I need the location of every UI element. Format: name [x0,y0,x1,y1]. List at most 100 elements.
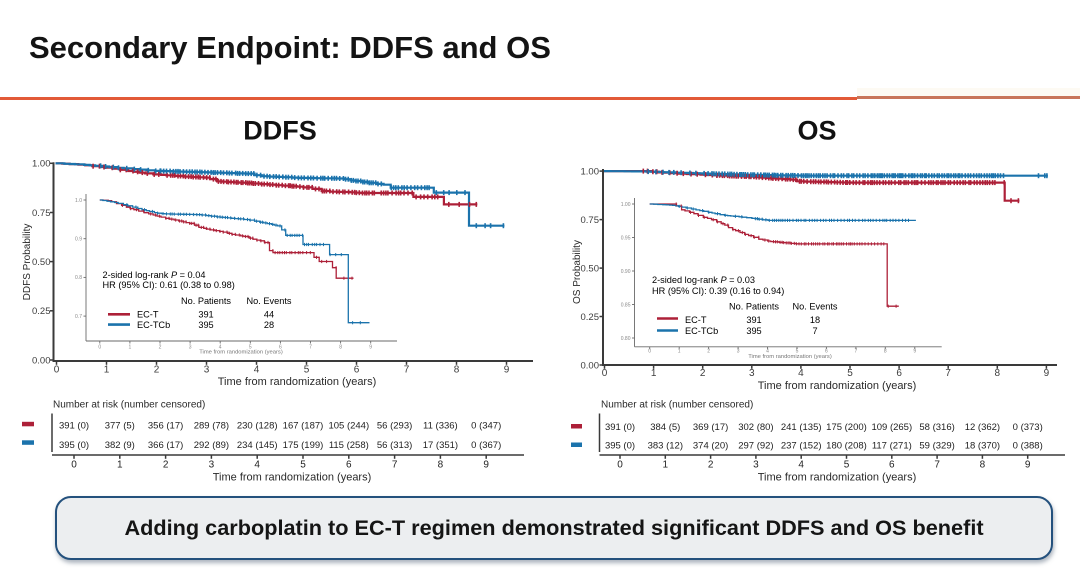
svg-text:8: 8 [339,344,342,350]
svg-text:No. Patients: No. Patients [181,296,231,306]
svg-text:8: 8 [980,460,986,471]
svg-text:391: 391 [198,310,213,320]
svg-text:7: 7 [392,460,398,471]
svg-text:2: 2 [159,344,162,350]
svg-text:2: 2 [700,368,706,379]
svg-text:0.80: 0.80 [621,336,631,342]
svg-text:44: 44 [264,310,274,320]
svg-text:356 (17): 356 (17) [148,420,183,431]
svg-text:No. Patients: No. Patients [729,302,779,312]
svg-text:8: 8 [884,349,887,355]
svg-text:4: 4 [798,368,804,379]
svg-text:377 (5): 377 (5) [105,420,135,431]
svg-text:366 (17): 366 (17) [148,440,183,451]
svg-text:EC-TCb: EC-TCb [137,320,170,330]
svg-text:391 (0): 391 (0) [59,420,89,431]
svg-text:109 (265): 109 (265) [871,422,912,433]
svg-text:No. Events: No. Events [247,296,292,306]
svg-text:5: 5 [847,368,853,379]
svg-text:0.9: 0.9 [75,237,82,243]
svg-text:105 (244): 105 (244) [328,420,369,431]
svg-text:180 (208): 180 (208) [826,441,867,452]
svg-text:Time from randomization (years: Time from randomization (years) [748,354,832,360]
svg-text:Number at risk (number censore: Number at risk (number censored) [601,400,753,411]
svg-text:5: 5 [249,344,252,350]
svg-text:12 (362): 12 (362) [965,422,1000,433]
svg-text:18: 18 [810,315,820,325]
svg-text:1: 1 [129,344,132,350]
svg-text:2: 2 [154,365,160,376]
svg-text:HR (95% CI): 0.61 (0.38 to 0.9: HR (95% CI): 0.61 (0.38 to 0.98) [103,280,235,290]
svg-text:8: 8 [995,368,1001,379]
svg-text:391 (0): 391 (0) [605,422,635,433]
svg-text:3: 3 [204,365,210,376]
svg-text:56 (313): 56 (313) [377,440,412,451]
svg-text:5: 5 [796,349,799,355]
svg-text:Time from randomization (years: Time from randomization (years) [758,472,917,484]
svg-text:8: 8 [438,460,444,471]
svg-text:6: 6 [825,349,828,355]
svg-text:3: 3 [189,344,192,350]
svg-text:230 (128): 230 (128) [237,420,278,431]
svg-text:395: 395 [198,320,213,330]
svg-text:7: 7 [855,349,858,355]
svg-text:5: 5 [304,365,310,376]
svg-text:7: 7 [812,326,817,336]
svg-text:18 (370): 18 (370) [965,441,1000,452]
svg-text:1.00: 1.00 [581,166,600,177]
svg-text:3: 3 [749,368,755,379]
svg-text:7: 7 [945,368,951,379]
svg-text:4: 4 [254,365,260,376]
svg-text:0 (367): 0 (367) [471,440,501,451]
svg-text:9: 9 [504,365,510,376]
svg-text:4: 4 [219,344,222,350]
svg-text:4: 4 [766,349,769,355]
svg-text:234 (145): 234 (145) [237,440,278,451]
svg-text:6: 6 [354,365,360,376]
svg-text:175 (199): 175 (199) [283,440,324,451]
svg-text:17 (351): 17 (351) [423,440,458,451]
svg-text:9: 9 [483,460,489,471]
svg-text:6: 6 [889,460,895,471]
svg-text:EC-T: EC-T [137,310,159,320]
svg-text:1: 1 [104,365,110,376]
svg-text:1.00: 1.00 [621,202,631,208]
svg-text:241 (135): 241 (135) [781,422,822,433]
svg-text:3: 3 [753,460,759,471]
svg-text:0.90: 0.90 [621,269,631,275]
svg-text:0.75: 0.75 [581,215,600,226]
svg-text:0.25: 0.25 [581,312,600,323]
svg-text:5: 5 [844,460,850,471]
svg-text:6: 6 [896,368,902,379]
svg-text:0: 0 [98,344,101,350]
svg-text:4: 4 [254,460,260,471]
svg-text:384 (5): 384 (5) [650,422,680,433]
svg-text:6: 6 [279,344,282,350]
svg-text:0.00: 0.00 [581,360,600,371]
svg-text:28: 28 [264,320,274,330]
svg-text:DDFS: DDFS [243,116,317,146]
svg-text:OS: OS [797,116,836,146]
svg-text:2: 2 [708,460,714,471]
svg-text:302 (80): 302 (80) [738,422,773,433]
svg-text:382 (9): 382 (9) [105,440,135,451]
svg-text:5: 5 [300,460,306,471]
svg-text:289 (78): 289 (78) [194,420,229,431]
svg-text:374 (20): 374 (20) [693,441,728,452]
svg-text:Time from randomization (years: Time from randomization (years) [758,380,917,392]
svg-text:0: 0 [54,365,60,376]
svg-text:4: 4 [798,460,804,471]
svg-text:0 (347): 0 (347) [471,420,501,431]
svg-text:0.75: 0.75 [32,208,51,219]
svg-text:0 (388): 0 (388) [1013,441,1043,452]
svg-text:0.00: 0.00 [32,355,51,366]
svg-text:1.0: 1.0 [75,198,82,204]
svg-text:115 (258): 115 (258) [329,440,369,451]
svg-text:2-sided log-rank P = 0.04: 2-sided log-rank P = 0.04 [103,270,206,280]
svg-text:0.7: 0.7 [75,314,82,320]
svg-text:369 (17): 369 (17) [693,422,728,433]
svg-text:2-sided log-rank P = 0.03: 2-sided log-rank P = 0.03 [652,275,755,285]
svg-text:59 (329): 59 (329) [919,441,954,452]
svg-text:6: 6 [346,460,352,471]
svg-text:1: 1 [651,368,657,379]
